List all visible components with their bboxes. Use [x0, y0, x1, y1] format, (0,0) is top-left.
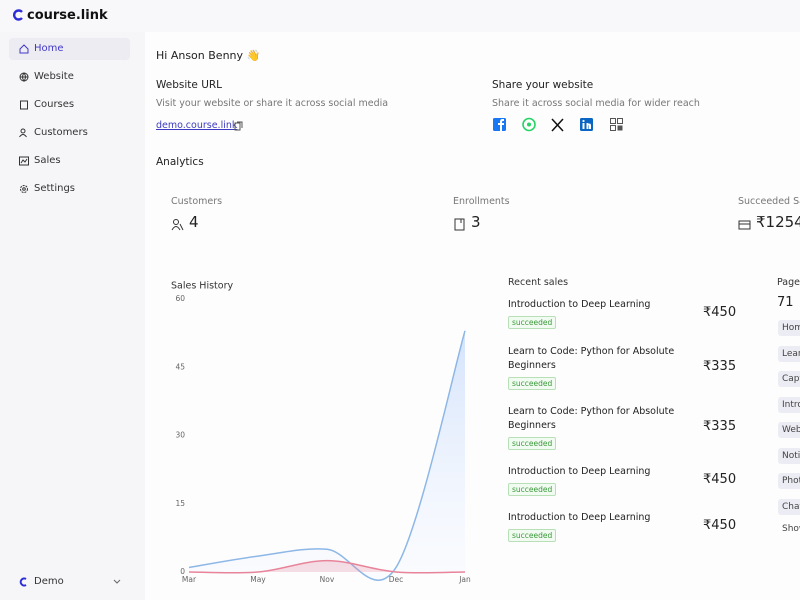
page-tag[interactable]: Intro: [778, 396, 800, 413]
website-url[interactable]: demo.course.link: [156, 120, 238, 131]
brand: course.link: [27, 8, 108, 23]
nav-label: Customers: [34, 127, 88, 138]
chart-title: Sales History: [171, 281, 233, 292]
x-tick-label: Dec: [389, 575, 404, 584]
sale-status: succeeded: [508, 437, 557, 450]
sale-name: Introduction to Deep Learning: [508, 512, 651, 523]
page-tag[interactable]: Learn: [778, 345, 800, 362]
analytics-title: Analytics: [156, 156, 204, 168]
y-tick-label: 0: [180, 567, 185, 576]
nav-item[interactable]: Sales: [9, 150, 130, 172]
sale-status: succeeded: [508, 316, 557, 329]
stat-icon-glyph: [454, 218, 465, 231]
area: [189, 330, 465, 581]
copy-icon[interactable]: [234, 121, 243, 131]
nav-item[interactable]: Settings: [9, 178, 130, 200]
sale-status: succeeded: [508, 377, 557, 390]
nav-label: Home: [34, 43, 64, 54]
sale-name: Introduction to Deep Learning: [508, 466, 651, 477]
sale-name: Introduction to Deep Learning: [508, 299, 651, 310]
pages-title: Pages: [777, 277, 800, 288]
stat-label: Succeeded Sales: [738, 196, 800, 207]
account-name: Demo: [34, 576, 64, 587]
stat-icon-glyph: [171, 219, 184, 231]
x-tick-label: Mar: [182, 575, 197, 584]
nav-label: Settings: [34, 183, 76, 194]
website-title: Website URL: [156, 79, 223, 91]
x-tick-label: Jan: [458, 575, 471, 584]
stat-icon: [738, 216, 751, 235]
page-tag[interactable]: Capture: [778, 371, 800, 387]
y-tick-label: 15: [175, 499, 185, 508]
top-bar: course.link: [0, 0, 800, 32]
chevron: [113, 579, 121, 584]
facebook[interactable]: [493, 118, 506, 131]
page-tag[interactable]: Home: [778, 320, 800, 336]
account-icon: [19, 577, 27, 587]
page-tag[interactable]: Chat: [778, 498, 800, 515]
stat-icon: [171, 216, 184, 235]
nav-item[interactable]: Courses: [9, 94, 130, 116]
line: [188, 559, 466, 574]
logo: [13, 9, 23, 21]
sale-amount: ₹450: [703, 305, 737, 320]
y-tick-label: 60: [175, 294, 185, 303]
page-tag[interactable]: Notice: [778, 447, 800, 464]
sidebar: Home Website Courses Customers Sales Settings…: [0, 32, 145, 600]
x-tick-label: May: [250, 575, 266, 584]
stat-value: ₹1254: [756, 213, 800, 231]
sale-status: succeeded: [508, 529, 557, 542]
account-switcher[interactable]: Demo: [9, 571, 130, 593]
nav-icon: [20, 100, 28, 110]
nav-icon: [19, 72, 29, 82]
sale-amount: ₹335: [703, 359, 737, 374]
nav-icon: [20, 185, 28, 193]
nav-icon: [19, 44, 29, 54]
nav-icon: [19, 156, 29, 166]
linkedin[interactable]: [580, 118, 593, 131]
sale-name: Learn to Code: Python for Absolute Begin…: [508, 406, 675, 431]
stat-icon: [453, 216, 466, 235]
share-title: Share your website: [492, 79, 594, 91]
nav-label: Website: [34, 71, 74, 82]
nav-item[interactable]: Customers: [9, 122, 130, 144]
area: [189, 560, 465, 573]
website-subtitle: Visit your website or share it across so…: [156, 98, 389, 109]
stat-label: Enrollments: [453, 196, 510, 207]
page-tag[interactable]: Show more: [782, 524, 800, 534]
greeting: Hi Anson Benny 👋: [156, 49, 261, 62]
stat-label: Customers: [171, 196, 223, 207]
stat-icon-glyph: [738, 220, 751, 230]
nav-icon: [19, 128, 27, 138]
sale-amount: ₹450: [703, 472, 737, 487]
stat-value: 4: [189, 213, 199, 231]
qr-code[interactable]: [610, 118, 623, 131]
pages-count: 71: [777, 295, 794, 310]
recent-sales-title: Recent sales: [508, 277, 569, 288]
nav-item[interactable]: Home: [9, 38, 130, 60]
page-tag[interactable]: Website: [778, 422, 800, 438]
y-tick-label: 45: [175, 362, 185, 371]
sale-name: Learn to Code: Python for Absolute Begin…: [508, 346, 675, 371]
nav-label: Courses: [34, 99, 75, 110]
share-icons: [493, 117, 623, 132]
stat-value: 3: [471, 213, 481, 231]
x-twitter[interactable]: [551, 118, 564, 132]
sale-status: succeeded: [508, 483, 557, 496]
share-subtitle: Share it across social media for wider r…: [492, 98, 700, 109]
x-tick-label: Nov: [320, 575, 335, 584]
sale-amount: ₹335: [703, 419, 737, 434]
page-tag[interactable]: Photos: [778, 473, 800, 489]
y-tick-label: 30: [175, 431, 185, 440]
nav-item[interactable]: Website: [9, 66, 130, 88]
sale-amount: ₹450: [703, 518, 737, 533]
nav-label: Sales: [34, 155, 61, 166]
whatsapp[interactable]: [522, 117, 536, 132]
